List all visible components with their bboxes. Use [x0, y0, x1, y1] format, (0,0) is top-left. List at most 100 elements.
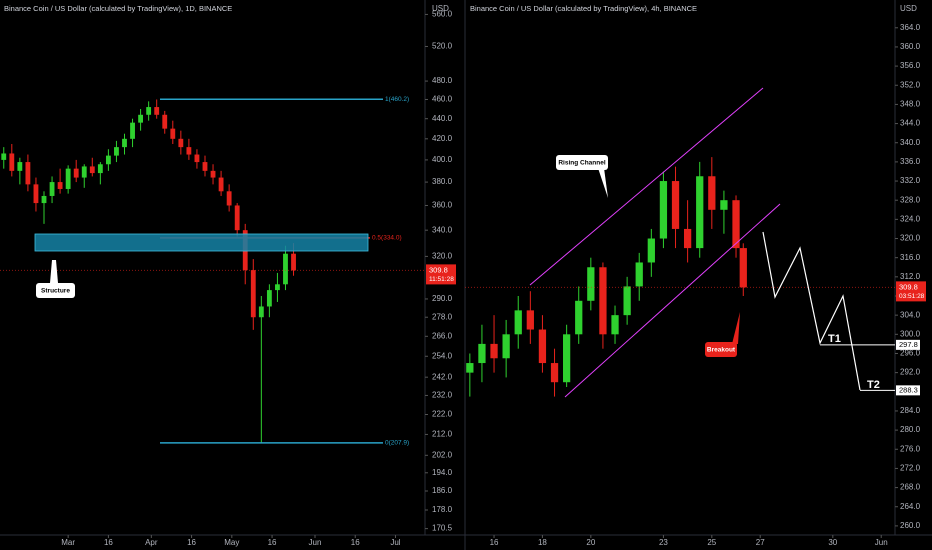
- fib-label: 0.5(334.0): [372, 235, 402, 242]
- candle-body: [138, 114, 144, 123]
- y-tick-label: 242.0: [432, 372, 453, 381]
- candle-body: [33, 184, 39, 204]
- candle-body: [17, 162, 23, 171]
- candle-body: [202, 162, 208, 171]
- candle-body: [194, 154, 200, 163]
- candle-body: [739, 248, 747, 288]
- y-tick-label: 300.0: [900, 329, 921, 338]
- x-tick-label: Mar: [61, 538, 75, 547]
- x-tick-label: 25: [707, 538, 716, 547]
- y-tick-label: 340.0: [900, 138, 921, 147]
- y-tick-label: 340.0: [432, 225, 453, 234]
- candle-body: [162, 114, 168, 129]
- y-tick-label: 336.0: [900, 157, 921, 166]
- candle-body: [97, 164, 103, 174]
- y-tick-label: 400.0: [432, 155, 453, 164]
- target-label: 288.3: [899, 385, 918, 394]
- x-tick-label: 27: [756, 538, 765, 547]
- candle-body: [89, 166, 95, 174]
- annotation: T1: [828, 333, 841, 345]
- annotation: Structure: [41, 288, 70, 295]
- candle-body: [538, 329, 547, 364]
- y-tick-label: 480.0: [432, 76, 453, 85]
- y-tick-label: 352.0: [900, 80, 921, 89]
- chart-title: Binance Coin / US Dollar (calculated by …: [4, 4, 232, 13]
- candle-body: [611, 315, 619, 335]
- candle-body: [49, 182, 55, 196]
- y-tick-label: 280.0: [900, 425, 921, 434]
- candle-body: [146, 107, 152, 115]
- candle-body: [130, 122, 135, 139]
- candle-body: [250, 270, 256, 318]
- callout: [705, 342, 737, 357]
- channel-lower: [564, 203, 781, 398]
- y-tick-label: 186.0: [432, 486, 453, 495]
- candle-body: [81, 166, 87, 178]
- y-tick-label: 420.0: [432, 134, 453, 143]
- annotation: T2: [867, 379, 880, 391]
- y-tick-label: 348.0: [900, 100, 921, 109]
- y-tick-label: 296.0: [900, 349, 921, 358]
- callout-tail: [598, 168, 608, 198]
- x-tick-label: 16: [104, 538, 113, 547]
- structure-zone: [34, 233, 369, 252]
- axis-unit: USD: [432, 4, 449, 13]
- candle-body: [226, 191, 232, 206]
- callout-tail: [50, 260, 58, 283]
- candle-body: [490, 343, 498, 359]
- candle-body: [732, 200, 740, 249]
- y-tick-label: 332.0: [900, 176, 921, 185]
- y-tick-label: 178.0: [432, 505, 453, 514]
- candle-body: [105, 155, 111, 165]
- chart-title: Binance Coin / US Dollar (calculated by …: [470, 4, 697, 13]
- x-tick-label: 30: [828, 538, 837, 547]
- y-tick-label: 260.0: [900, 521, 921, 530]
- y-tick-label: 292.0: [900, 368, 921, 377]
- candle-body: [599, 267, 607, 335]
- x-tick-label: 16: [268, 538, 277, 547]
- candle-body: [563, 334, 571, 383]
- x-tick-label: 16: [187, 538, 196, 547]
- candle-body: [234, 205, 240, 231]
- last-price-tag: [896, 281, 926, 302]
- countdown: 03:51:28: [899, 293, 925, 300]
- y-tick-label: 344.0: [900, 119, 921, 128]
- callout-tail: [732, 312, 740, 344]
- candle-body: [266, 290, 272, 307]
- candle-body: [696, 176, 704, 249]
- candle-body: [178, 138, 184, 148]
- y-tick-label: 320.0: [900, 234, 921, 243]
- y-tick-label: 276.0: [900, 444, 921, 453]
- candle-body: [65, 168, 71, 189]
- y-tick-label: 290.0: [432, 294, 453, 303]
- x-tick-label: 20: [586, 538, 595, 547]
- y-tick-label: 460.0: [432, 95, 453, 104]
- candle-body: [9, 153, 15, 171]
- plots: 560.0 520.0 480.0 460.0 440.0 420.0 400.0 380.0…: [0, 10, 926, 547]
- y-tick-label: 324.0: [900, 214, 921, 223]
- target-tag: [896, 339, 920, 350]
- candle-body: [1, 153, 7, 160]
- callout: [36, 283, 75, 298]
- x-tick-label: 16: [351, 538, 360, 547]
- x-tick-label: 18: [538, 538, 547, 547]
- candle-body: [114, 147, 119, 156]
- countdown: 11:51:28: [429, 276, 454, 283]
- y-tick-label: 264.0: [900, 502, 921, 511]
- candle-body: [218, 177, 224, 192]
- candle-body: [526, 310, 534, 330]
- x-tick-label: May: [224, 538, 239, 547]
- candle-body: [623, 286, 631, 316]
- y-tick-label: 356.0: [900, 61, 921, 70]
- candle-body: [122, 138, 127, 148]
- y-tick-label: 360.0: [432, 201, 453, 210]
- y-tick-label: 560.0: [432, 10, 453, 19]
- y-tick-label: 232.0: [432, 391, 453, 400]
- y-tick-label: 312.0: [900, 272, 921, 281]
- y-tick-label: 320.0: [432, 252, 453, 261]
- y-tick-label: 268.0: [900, 483, 921, 492]
- y-tick-label: 360.0: [900, 42, 921, 51]
- y-tick-label: 304.0: [900, 310, 921, 319]
- y-tick-label: 194.0: [432, 468, 453, 477]
